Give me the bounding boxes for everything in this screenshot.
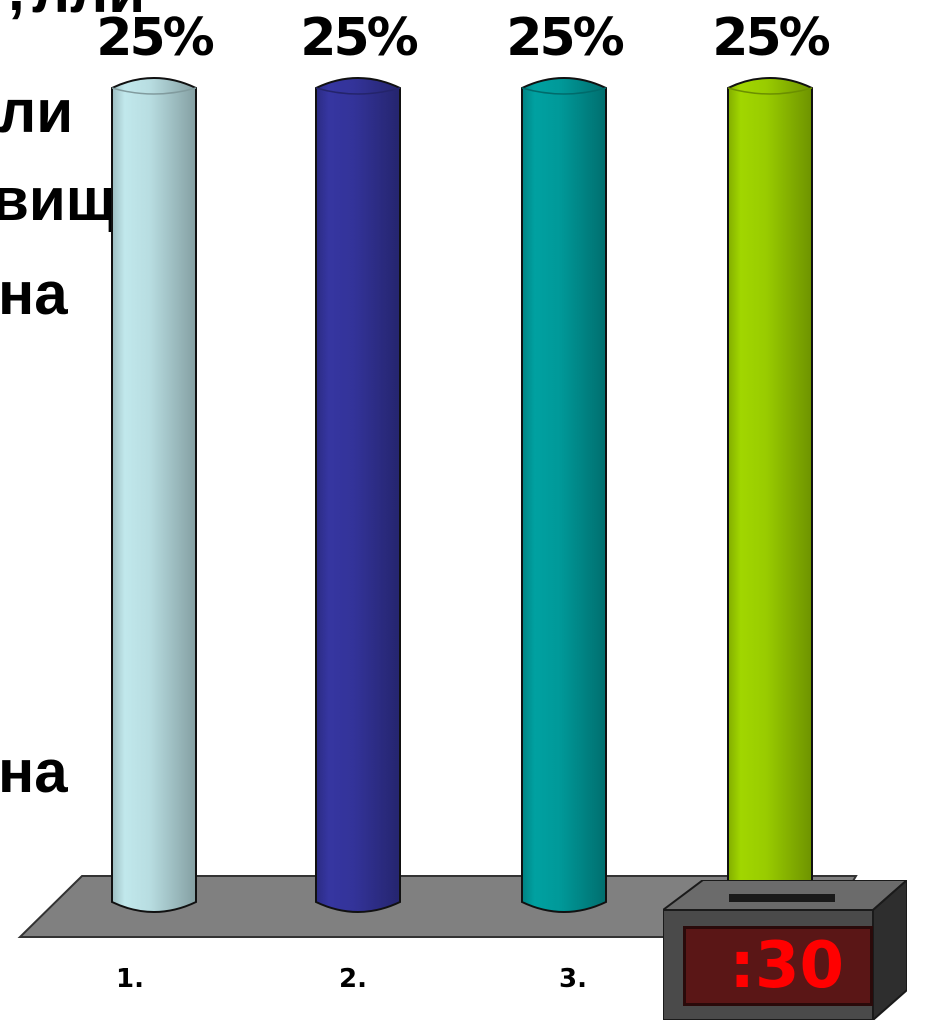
category-label-2: 2.: [339, 964, 367, 994]
timer-display: :30: [683, 926, 873, 1006]
background-text-line-1: лли: [32, 0, 145, 22]
category-label-3: 3.: [559, 964, 587, 994]
bar-2-top: [315, 87, 401, 95]
bar-4: [727, 77, 813, 913]
background-text-line-4: на: [0, 260, 68, 327]
bar-4-top: [727, 87, 813, 95]
background-text-line-1b: ,: [8, 0, 25, 20]
bar-3: [521, 77, 607, 913]
timer-button: [729, 894, 835, 902]
bar-3-top: [521, 87, 607, 95]
background-text-line-3: вищ: [0, 166, 117, 233]
category-label-1: 1.: [116, 964, 144, 994]
value-label-2: 25%: [300, 8, 417, 68]
value-label-3: 25%: [506, 8, 623, 68]
background-text-line-5: на: [0, 738, 68, 805]
bar-1: [111, 77, 197, 913]
bar-1-top: [111, 87, 197, 95]
value-label-1: 25%: [96, 8, 213, 68]
background-text-line-2: лли: [0, 78, 74, 145]
bar-2: [315, 77, 401, 913]
value-label-4: 25%: [712, 8, 829, 68]
countdown-timer: :30: [663, 880, 907, 1020]
